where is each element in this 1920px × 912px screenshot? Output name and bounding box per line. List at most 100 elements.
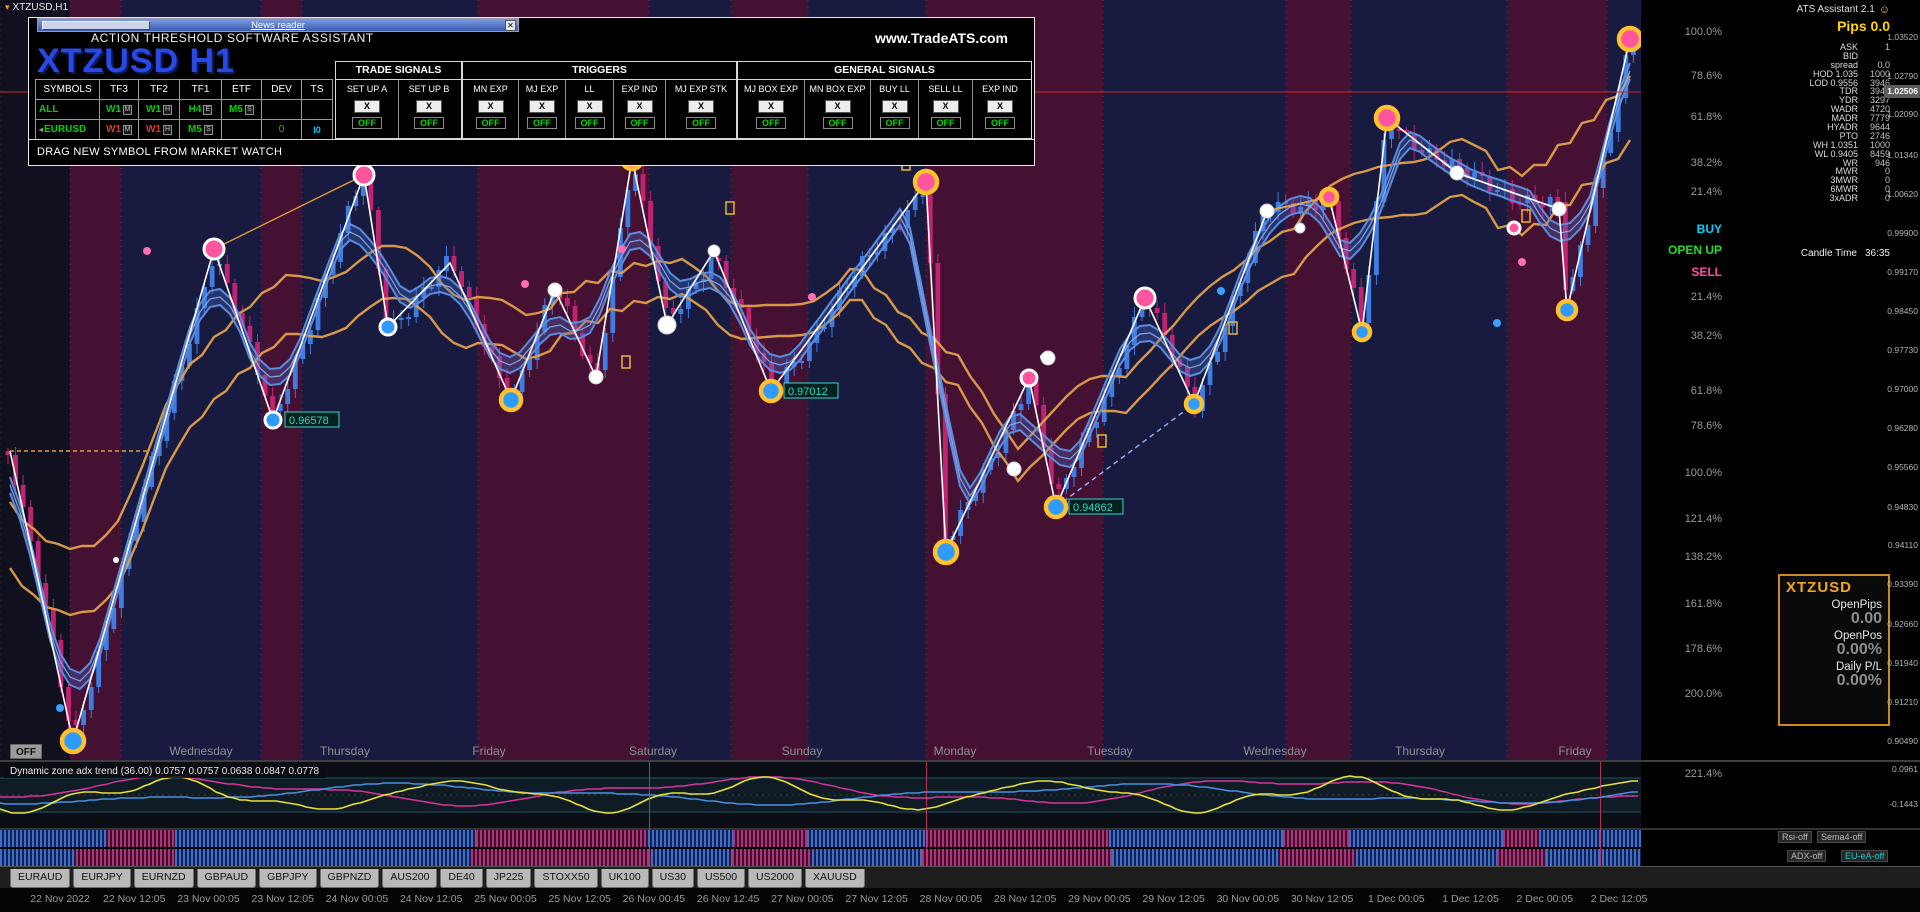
signal-column-header: MJ BOX EXP: [743, 83, 798, 94]
fib-level-label: 100.0%: [1684, 467, 1722, 479]
signal-state-chip[interactable]: OFF: [756, 117, 786, 129]
chart-symbol-label: ▾ XTZUSD,H1: [5, 2, 68, 13]
tf-cell[interactable]: W1 H: [139, 100, 180, 120]
symbol-tab-XAUUSD[interactable]: XAUUSD: [805, 869, 865, 888]
signal-marker: [59, 727, 87, 755]
day-label: Tuesday: [1087, 744, 1133, 758]
signal-x-button[interactable]: X: [987, 100, 1013, 113]
signal-x-button[interactable]: X: [529, 100, 555, 113]
time-tick-label: 22 Nov 12:05: [103, 893, 166, 905]
signal-marker: [113, 557, 119, 563]
signal-x-button[interactable]: X: [688, 100, 714, 113]
histogram-segment: [1356, 849, 1497, 866]
window-divider[interactable]: [0, 760, 1920, 762]
tf-cell[interactable]: H4 E: [180, 100, 222, 120]
time-axis: 22 Nov 2022 22 Nov 12:05 23 Nov 00:05 23 No…: [0, 888, 1920, 912]
symbol-cell-EURUSD[interactable]: ◂ EURUSD: [36, 120, 100, 140]
symbol-tab-US2000[interactable]: US2000: [748, 869, 802, 888]
signal-x-button[interactable]: X: [477, 100, 504, 113]
signal-state-chip[interactable]: OFF: [985, 117, 1015, 129]
signal-column-header: MJ EXP: [525, 83, 559, 94]
tf-cell[interactable]: M5 S: [222, 100, 262, 120]
signal-marker: [1616, 25, 1641, 53]
symbol-cell-ALL[interactable]: ALL: [36, 100, 100, 120]
symbol-tab-US30[interactable]: US30: [651, 869, 694, 888]
sidebar-stat-row: YDR 3297: [1838, 95, 1890, 106]
indicator-window[interactable]: Dynamic zone adx trend (36.00) 0.0757 0.…: [0, 762, 1641, 828]
signal-x-button[interactable]: X: [824, 100, 851, 113]
symbol-tab-UK100[interactable]: UK100: [600, 869, 649, 888]
symbol-tab-EURNZD[interactable]: EURNZD: [133, 869, 194, 888]
symbol-tab-EURAUD[interactable]: EURAUD: [10, 869, 71, 888]
adx-toggle-button[interactable]: ADX-off: [1787, 850, 1827, 862]
histogram-segment: [1497, 849, 1546, 866]
chart-area[interactable]: 0.96578 0.97012 0.94862: [0, 0, 1641, 762]
tf-cell[interactable]: M5 S: [180, 120, 222, 140]
tf-cell[interactable]: W1 H: [139, 120, 180, 140]
symbol-tab-GBPJPY[interactable]: GBPJPY: [259, 869, 317, 888]
signal-marker: [1449, 165, 1465, 181]
symbol-tab-EURJPY[interactable]: EURJPY: [73, 869, 131, 888]
signal-column-header: LL: [584, 83, 595, 94]
signal-state-chip[interactable]: OFF: [822, 117, 853, 129]
website-link[interactable]: www.TradeATS.com: [874, 30, 1008, 46]
signal-marker: [378, 317, 398, 337]
tf-cell[interactable]: W1 M: [100, 120, 139, 140]
order-marker-icon: [1097, 434, 1107, 448]
histogram-segment: [1280, 849, 1356, 866]
symbol-tab-JP225[interactable]: JP225: [485, 869, 532, 888]
signal-column-header: MN BOX EXP: [809, 83, 866, 94]
zigzag-line: [9, 38, 1631, 742]
signal-state-chip[interactable]: OFF: [475, 117, 506, 129]
signal-x-button[interactable]: X: [416, 100, 442, 113]
signal-x-button[interactable]: X: [881, 100, 908, 113]
signal-state-chip[interactable]: OFF: [930, 117, 961, 129]
price-tick-label: 0.98450: [1887, 305, 1918, 316]
day-label: Monday: [933, 744, 977, 758]
signal-state-chip[interactable]: OFF: [686, 117, 716, 129]
signal-marker: [1259, 203, 1275, 219]
signal-x-button[interactable]: X: [626, 100, 653, 113]
histogram-segment: [812, 849, 922, 866]
price-tick-label: 0.93390: [1887, 579, 1918, 590]
rsi-toggle-button[interactable]: Rsi-off: [1778, 831, 1812, 843]
histogram-segment: [648, 830, 733, 847]
news-reader-field[interactable]: [42, 21, 150, 30]
svg-text:0.97012: 0.97012: [788, 386, 828, 398]
signal-state-chip[interactable]: OFF: [527, 117, 557, 129]
signal-x-button[interactable]: X: [932, 100, 959, 113]
signal-label: OPEN UP: [1667, 243, 1722, 257]
chart-off-button[interactable]: OFF: [10, 744, 42, 759]
signal-state-chip[interactable]: OFF: [879, 117, 910, 129]
symbol-tab-US500[interactable]: US500: [696, 869, 746, 888]
histogram-segment: [175, 849, 471, 866]
fib-level-label: 221.4%: [1684, 768, 1722, 780]
symbol-tab-DE40[interactable]: DE40: [440, 869, 483, 888]
price-tick-label: 1.02790: [1887, 71, 1918, 82]
signal-state-chip[interactable]: OFF: [352, 117, 382, 129]
sidebar-stat-row: WADR 4720: [1830, 104, 1890, 115]
signal-x-button[interactable]: X: [354, 100, 380, 113]
tf-cell[interactable]: [222, 120, 262, 140]
fib-level-label: 138.2%: [1684, 551, 1722, 563]
symbol-tab-STOXX50[interactable]: STOXX50: [534, 869, 598, 888]
symbol-tab-GBPNZD[interactable]: GBPNZD: [319, 869, 380, 888]
sema4-toggle-button[interactable]: Sema4-off: [1817, 831, 1867, 843]
day-label: Saturday: [628, 744, 678, 758]
signal-state-chip[interactable]: OFF: [624, 117, 655, 129]
symbol-tab-AUS200[interactable]: AUS200: [382, 869, 438, 888]
signal-state-chip[interactable]: OFF: [414, 117, 444, 129]
signal-x-button[interactable]: X: [758, 100, 784, 113]
symbol-tab-GBPAUD[interactable]: GBPAUD: [196, 869, 257, 888]
window-divider[interactable]: [0, 828, 1920, 830]
signal-state-chip[interactable]: OFF: [574, 117, 605, 129]
close-icon[interactable]: ✕: [505, 20, 516, 31]
tf-cell[interactable]: W1 M: [100, 100, 139, 120]
histogram-segment: [108, 830, 175, 847]
eu-ea-toggle-button[interactable]: EU-eA-off: [1841, 850, 1889, 862]
fib-level-label: 38.2%: [1690, 157, 1722, 169]
histogram-strip-1: [0, 830, 1641, 847]
signal-column: EXP IND X OFF: [972, 80, 1027, 138]
signal-x-button[interactable]: X: [576, 100, 603, 113]
news-reader-titlebar[interactable]: News reader ✕: [37, 18, 519, 32]
